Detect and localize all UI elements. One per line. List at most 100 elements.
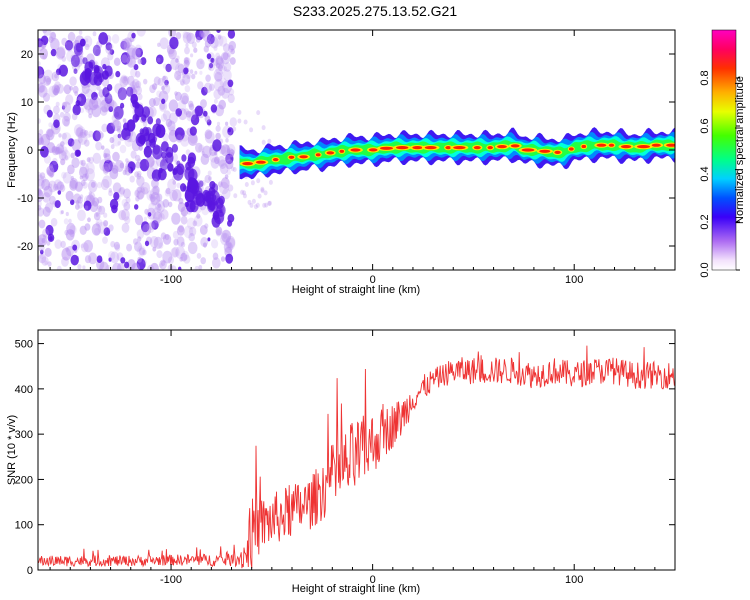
signal-band bbox=[239, 135, 675, 172]
noise-blob bbox=[165, 63, 172, 73]
noise-blob bbox=[127, 75, 135, 86]
signal-core-red bbox=[539, 149, 551, 153]
sparse-blob bbox=[256, 178, 261, 184]
noise-blob bbox=[82, 265, 86, 270]
noise-blob bbox=[84, 139, 90, 147]
noise-blob bbox=[153, 97, 160, 107]
noise-blob bbox=[227, 30, 236, 39]
noise-blob bbox=[182, 74, 191, 85]
noise-blob bbox=[103, 220, 109, 227]
noise-blob bbox=[134, 171, 140, 178]
x-tick-label: 0 bbox=[370, 274, 376, 286]
noise-blob bbox=[177, 100, 187, 112]
noise-blob bbox=[210, 104, 218, 113]
noise-blob bbox=[98, 32, 109, 45]
diagonal-blob bbox=[171, 143, 178, 153]
noise-blob bbox=[159, 259, 167, 270]
noise-blob bbox=[156, 57, 161, 63]
noise-blob bbox=[38, 61, 41, 66]
noise-blob bbox=[56, 265, 62, 270]
signal-core-red bbox=[326, 151, 335, 155]
noise-blob bbox=[194, 105, 204, 117]
noise-blob bbox=[228, 44, 234, 53]
noise-blob bbox=[215, 132, 221, 140]
x-tick-label: 0 bbox=[370, 574, 376, 586]
noise-blob bbox=[63, 119, 70, 127]
noise-blob bbox=[127, 58, 133, 66]
noise-blob bbox=[200, 237, 209, 247]
noise-blob bbox=[96, 205, 103, 213]
colorbar: 0.0 0.2 0.4 0.6 0.8 Normalized spectral ampl… bbox=[699, 29, 746, 278]
noise-blob bbox=[136, 173, 142, 180]
noise-blob bbox=[168, 126, 177, 136]
noise-blob bbox=[76, 126, 86, 138]
noise-blob bbox=[180, 134, 190, 147]
noise-blob bbox=[174, 127, 185, 141]
noise-blob bbox=[45, 224, 54, 236]
noise-blob bbox=[46, 142, 56, 154]
noise-blob bbox=[150, 192, 161, 205]
noise-blob bbox=[203, 242, 207, 248]
noise-blob bbox=[203, 110, 208, 117]
sparse-blob bbox=[237, 118, 242, 124]
noise-blob bbox=[197, 81, 204, 90]
sparse-blob bbox=[260, 186, 265, 192]
snr-frame bbox=[37, 329, 676, 571]
noise-blob bbox=[146, 223, 155, 233]
noise-blob bbox=[69, 76, 77, 86]
noise-blob bbox=[171, 212, 181, 225]
noise-blob bbox=[54, 146, 61, 155]
diagonal-blob bbox=[203, 191, 212, 202]
noise-blob bbox=[214, 156, 220, 165]
noise-blob bbox=[91, 223, 102, 236]
noise-blob bbox=[86, 157, 91, 163]
noise-blob bbox=[85, 162, 95, 175]
noise-blob bbox=[38, 40, 45, 51]
noise-blob bbox=[71, 157, 80, 169]
noise-blob bbox=[214, 71, 223, 82]
noise-blob bbox=[85, 38, 89, 43]
noise-blob bbox=[79, 166, 88, 178]
signal-core-red bbox=[299, 155, 308, 159]
y-tick-label: 20 bbox=[21, 49, 33, 61]
noise-blob bbox=[109, 49, 115, 55]
noise-blob bbox=[65, 246, 69, 252]
diagonal-blob bbox=[210, 200, 219, 212]
noise-blob bbox=[184, 85, 191, 93]
noise-blob bbox=[213, 45, 218, 51]
noise-blob bbox=[214, 151, 218, 156]
noise-blob bbox=[53, 88, 59, 96]
noise-blob bbox=[138, 247, 145, 256]
noise-blob bbox=[176, 55, 180, 61]
sparse-blob bbox=[250, 180, 255, 186]
noise-blob bbox=[145, 156, 155, 168]
diagonal-blob bbox=[113, 106, 124, 120]
noise-blob bbox=[61, 101, 67, 109]
noise-blob bbox=[93, 211, 101, 221]
spectrogram-data bbox=[38, 30, 675, 270]
noise-blob bbox=[134, 204, 139, 210]
noise-blob bbox=[180, 80, 185, 86]
noise-blob bbox=[135, 186, 146, 200]
sparse-blob bbox=[255, 202, 260, 208]
noise-blob bbox=[40, 249, 44, 255]
noise-blob bbox=[174, 70, 182, 81]
noise-blob bbox=[110, 251, 120, 264]
noise-blob bbox=[84, 255, 92, 264]
noise-blob bbox=[191, 41, 197, 48]
noise-blob bbox=[152, 185, 160, 196]
noise-blob bbox=[38, 205, 42, 211]
noise-blob bbox=[120, 38, 130, 51]
noise-blob bbox=[199, 60, 203, 65]
y-tick-label: 500 bbox=[15, 339, 33, 351]
noise-blob bbox=[112, 151, 120, 162]
noise-blob bbox=[229, 117, 237, 127]
noise-blob bbox=[101, 104, 108, 113]
noise-blob bbox=[108, 251, 116, 261]
noise-blob bbox=[186, 110, 192, 118]
noise-blob bbox=[142, 223, 152, 236]
snr-ylabel: SNR (10 * v/v) bbox=[6, 415, 18, 485]
noise-blob bbox=[127, 259, 136, 270]
noise-blob bbox=[180, 92, 190, 105]
noise-blob bbox=[70, 152, 75, 159]
